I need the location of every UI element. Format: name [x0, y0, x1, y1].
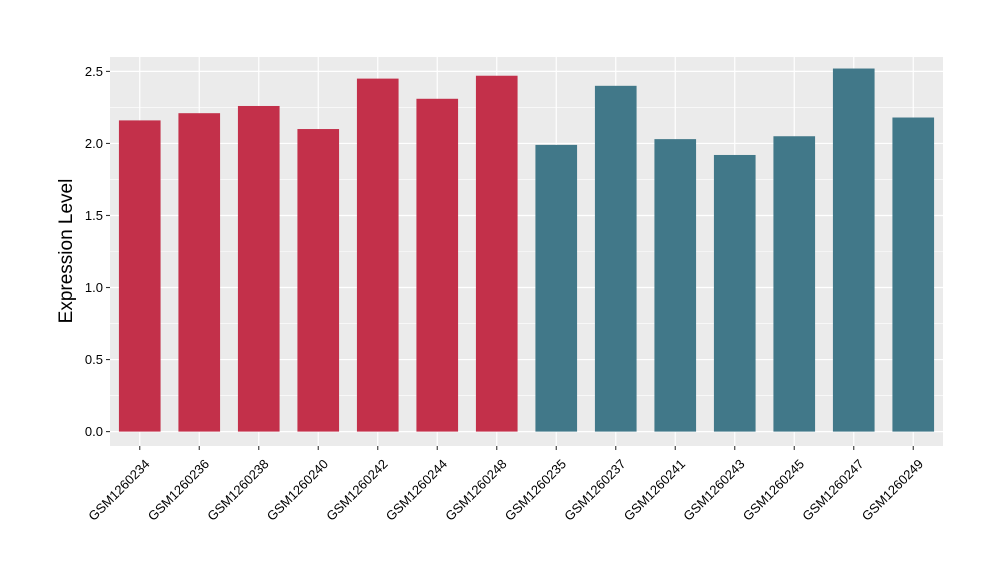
bar-gsm1260234: [118, 120, 161, 432]
bar-gsm1260243: [713, 154, 756, 432]
bar-gsm1260241: [654, 139, 697, 432]
x-tick-label: GSM1260240: [264, 456, 331, 523]
x-tick-label: GSM1260238: [204, 456, 271, 523]
y-tick-label: 2.0: [85, 136, 103, 151]
y-tick-label: 0.5: [85, 352, 103, 367]
x-tick-label: GSM1260236: [145, 456, 212, 523]
y-tick-label: 1.0: [85, 280, 103, 295]
bar-gsm1260244: [416, 98, 459, 432]
bar-gsm1260236: [178, 113, 221, 432]
x-axis: GSM1260234GSM1260236GSM1260238GSM1260240…: [85, 446, 926, 524]
bar-gsm1260249: [892, 117, 935, 432]
bar-gsm1260235: [535, 144, 578, 432]
bars: [118, 68, 935, 432]
x-tick-label: GSM1260237: [561, 456, 628, 523]
y-axis-label: Expression Level: [56, 179, 77, 324]
bar-gsm1260237: [594, 85, 637, 432]
bar-gsm1260242: [356, 78, 399, 432]
x-tick-label: GSM1260244: [383, 456, 450, 523]
bar-gsm1260238: [237, 105, 280, 432]
y-tick-label: 0.0: [85, 424, 103, 439]
y-tick-label: 1.5: [85, 208, 103, 223]
bar-gsm1260240: [297, 129, 340, 432]
bar-gsm1260248: [475, 75, 518, 432]
x-tick-label: GSM1260245: [740, 456, 807, 523]
x-tick-label: GSM1260242: [323, 456, 390, 523]
bar-gsm1260247: [832, 68, 875, 432]
y-axis: 0.0 0.5 1.0 1.5 2.0 2.5: [85, 64, 110, 439]
x-tick-label: GSM1260249: [859, 456, 926, 523]
x-tick-label: GSM1260247: [799, 456, 866, 523]
x-tick-label: GSM1260248: [442, 456, 509, 523]
x-tick-label: GSM1260243: [680, 456, 747, 523]
x-tick-label: GSM1260235: [502, 456, 569, 523]
bar-gsm1260245: [773, 136, 816, 432]
y-tick-label: 2.5: [85, 64, 103, 79]
x-tick-label: GSM1260241: [621, 456, 688, 523]
x-tick-label: GSM1260234: [85, 456, 152, 523]
